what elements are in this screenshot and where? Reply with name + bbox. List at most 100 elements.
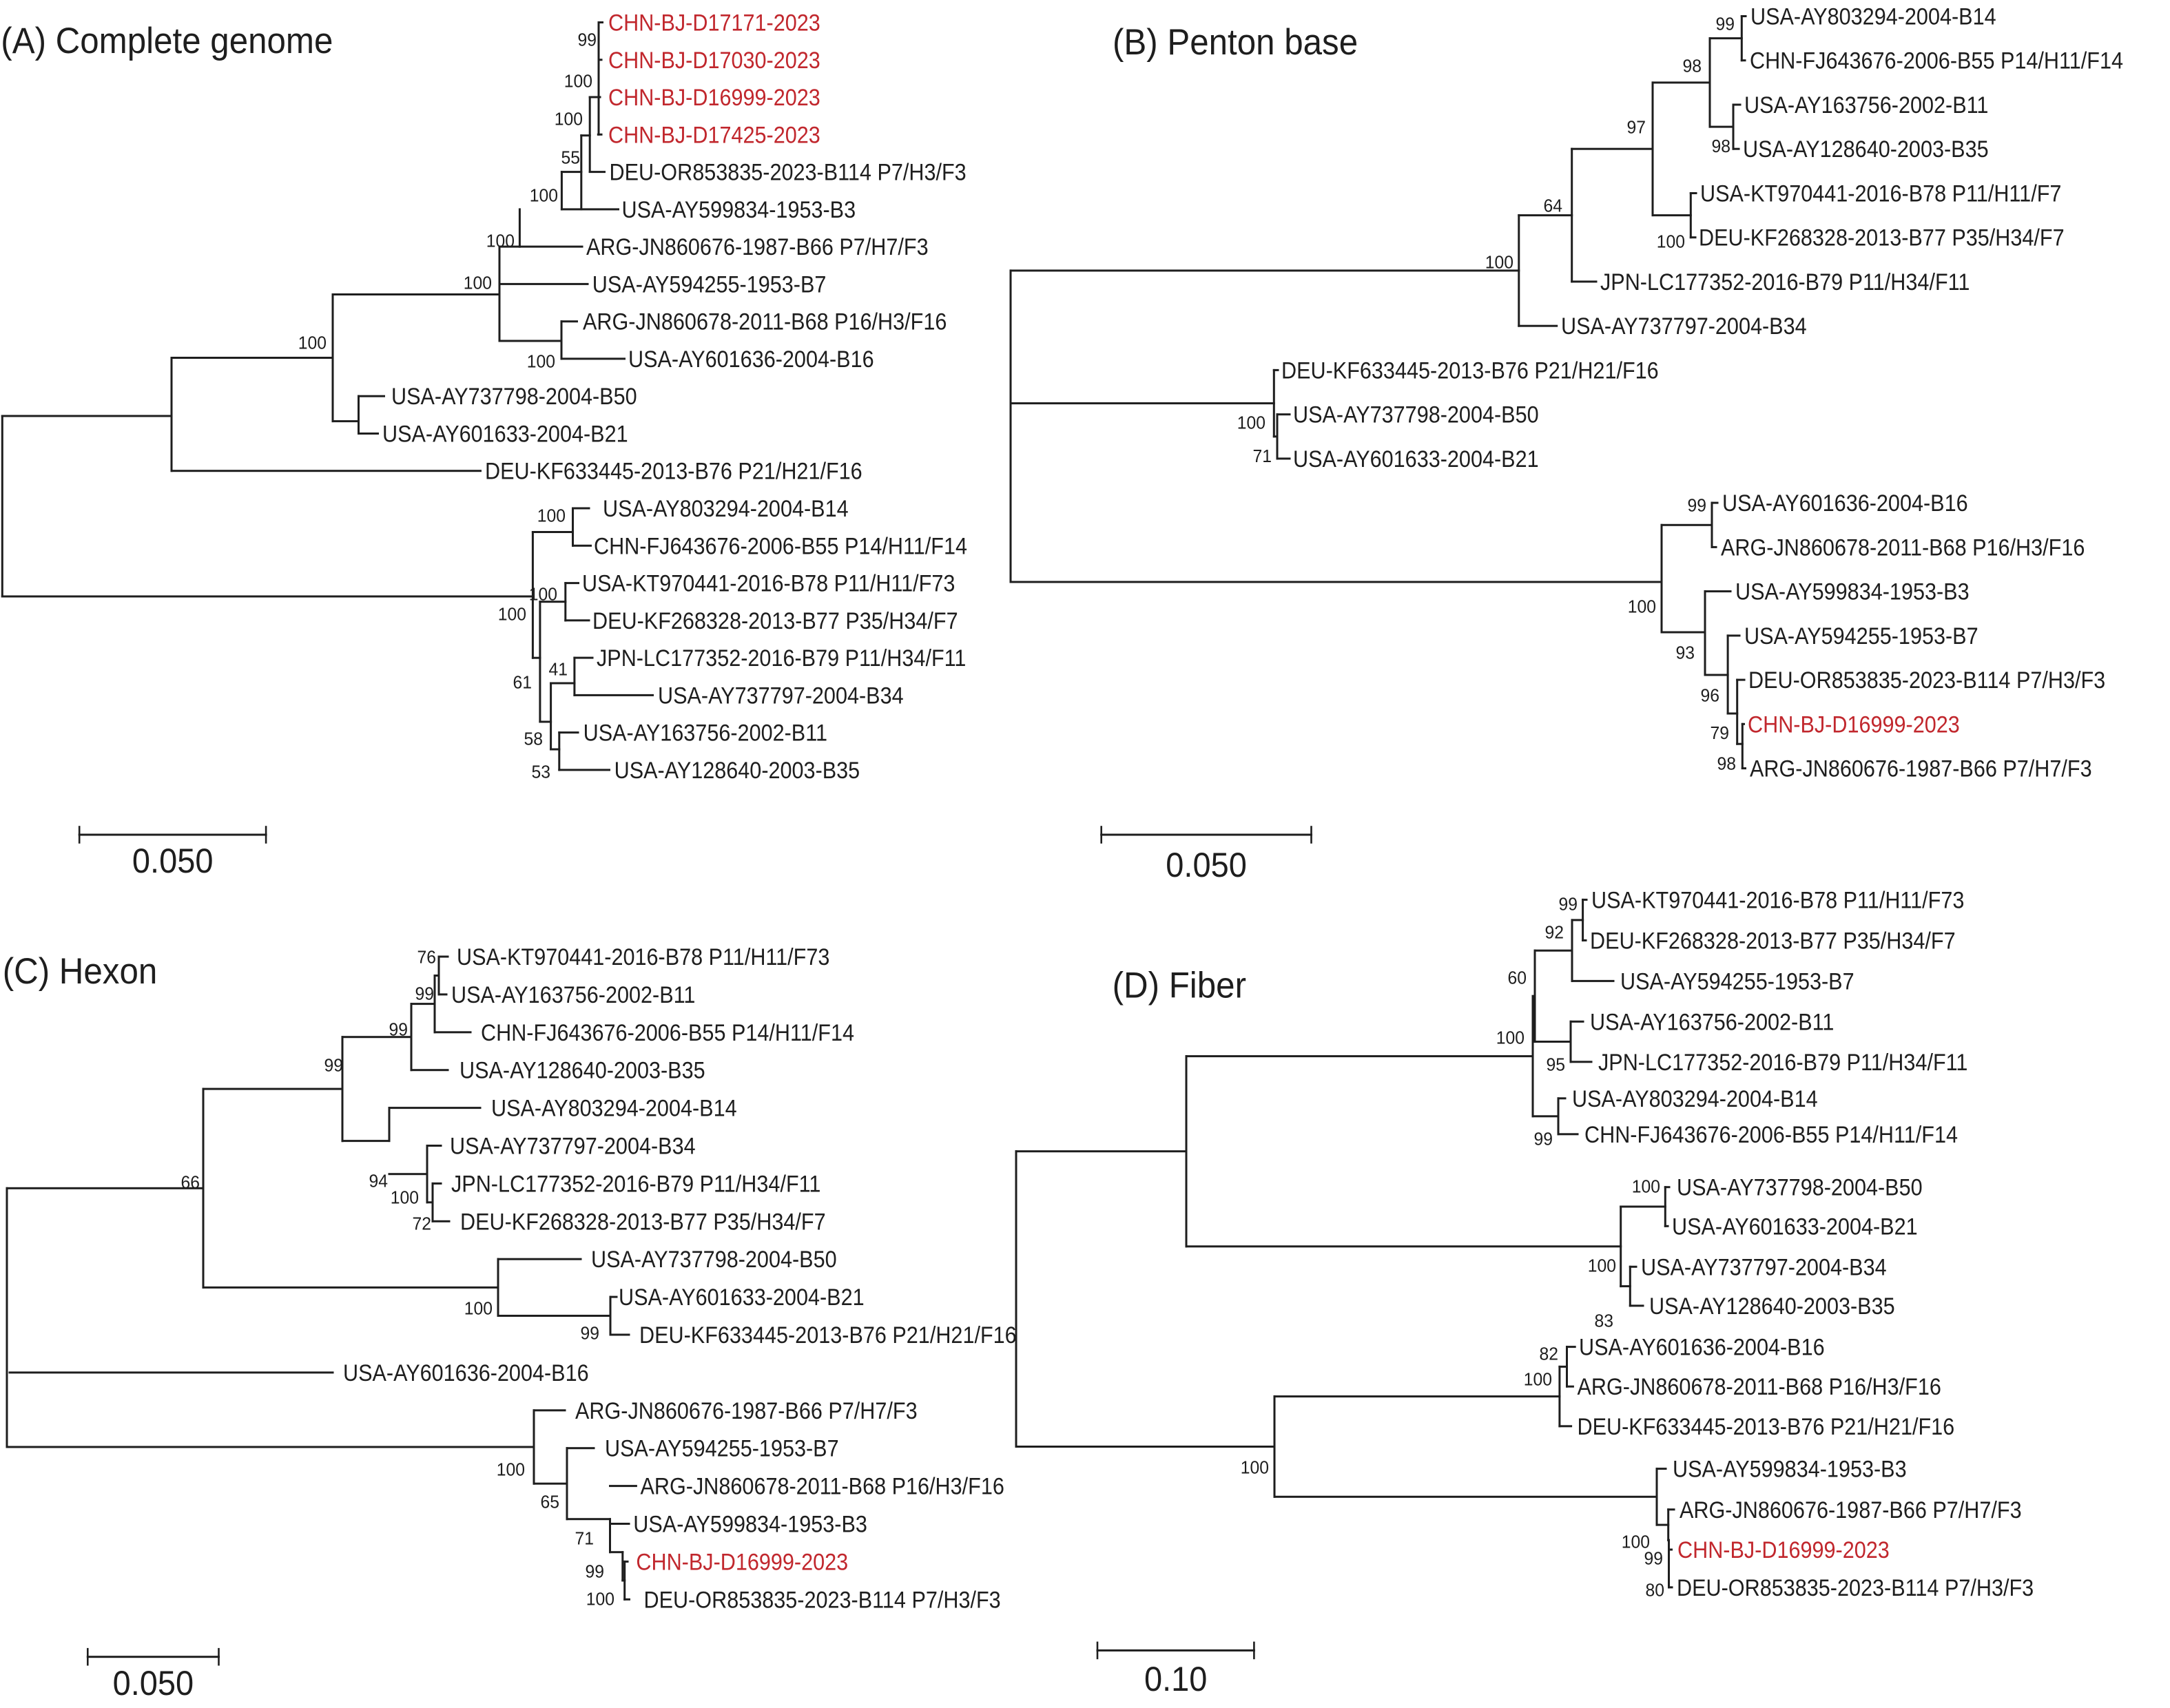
svg-text:USA-AY803294-2004-B14: USA-AY803294-2004-B14: [1572, 1086, 1818, 1112]
svg-text:ARG-JN860678-2011-B68 P16/H3/F: ARG-JN860678-2011-B68 P16/H3/F16: [1721, 534, 2085, 561]
svg-text:(A) Complete genome: (A) Complete genome: [1, 21, 333, 61]
svg-text:USA-AY737797-2004-B34: USA-AY737797-2004-B34: [1561, 313, 1807, 340]
svg-text:79: 79: [1711, 722, 1730, 743]
svg-text:DEU-OR853835-2023-B114 P7/H3/F: DEU-OR853835-2023-B114 P7/H3/F3: [610, 160, 967, 186]
svg-text:CHN-BJ-D17425-2023: CHN-BJ-D17425-2023: [608, 122, 820, 148]
svg-text:76: 76: [417, 946, 437, 967]
svg-text:USA-AY601633-2004-B21: USA-AY601633-2004-B21: [1672, 1214, 1918, 1240]
svg-text:DEU-OR853835-2023-B114 P7/H3/F: DEU-OR853835-2023-B114 P7/H3/F3: [1748, 667, 2105, 694]
svg-text:100: 100: [1632, 1176, 1660, 1196]
svg-text:100: 100: [1622, 1531, 1650, 1552]
svg-text:55: 55: [561, 147, 581, 167]
svg-text:USA-AY163756-2002-B11: USA-AY163756-2002-B11: [583, 720, 827, 747]
svg-text:71: 71: [575, 1528, 595, 1548]
svg-text:83: 83: [1595, 1310, 1614, 1331]
svg-text:CHN-FJ643676-2006-B55 P14/H11/: CHN-FJ643676-2006-B55 P14/H11/F14: [481, 1020, 854, 1046]
svg-text:65: 65: [541, 1491, 560, 1512]
svg-text:100: 100: [1588, 1255, 1616, 1275]
svg-text:93: 93: [1676, 642, 1695, 663]
svg-text:100: 100: [1657, 231, 1685, 251]
svg-text:JPN-LC177352-2016-B79 P11/H34/: JPN-LC177352-2016-B79 P11/H34/F11: [451, 1171, 820, 1197]
svg-text:ARG-JN860676-1987-B66 P7/H7/F3: ARG-JN860676-1987-B66 P7/H7/F3: [1680, 1497, 2022, 1523]
svg-text:USA-AY594255-1953-B7: USA-AY594255-1953-B7: [592, 271, 827, 298]
svg-text:98: 98: [1683, 55, 1702, 76]
svg-text:100: 100: [537, 505, 566, 525]
svg-text:61: 61: [513, 671, 533, 692]
svg-text:100: 100: [464, 272, 492, 293]
svg-text:(C) Hexon: (C) Hexon: [3, 951, 158, 992]
svg-text:100: 100: [564, 70, 592, 91]
svg-text:USA-AY803294-2004-B14: USA-AY803294-2004-B14: [491, 1096, 737, 1122]
svg-text:100: 100: [464, 1298, 493, 1318]
svg-text:ARG-JN860676-1987-B66 P7/H7/F3: ARG-JN860676-1987-B66 P7/H7/F3: [575, 1398, 918, 1424]
svg-text:DEU-KF633445-2013-B76 P21/H21/: DEU-KF633445-2013-B76 P21/H21/F16: [639, 1322, 1017, 1348]
svg-text:USA-KT970441-2016-B78 P11/H11/: USA-KT970441-2016-B78 P11/H11/F73: [457, 944, 829, 970]
svg-text:98: 98: [1717, 753, 1737, 773]
svg-text:CHN-BJ-D16999-2023: CHN-BJ-D16999-2023: [608, 85, 820, 111]
svg-text:USA-AY601636-2004-B16: USA-AY601636-2004-B16: [1579, 1335, 1825, 1361]
svg-text:100: 100: [1524, 1368, 1552, 1389]
svg-text:0.050: 0.050: [1166, 846, 1247, 884]
svg-text:99: 99: [1716, 13, 1735, 34]
svg-text:60: 60: [1508, 967, 1527, 988]
svg-text:USA-AY594255-1953-B7: USA-AY594255-1953-B7: [605, 1436, 839, 1462]
svg-text:USA-AY163756-2002-B11: USA-AY163756-2002-B11: [1590, 1009, 1834, 1035]
svg-text:USA-AY737797-2004-B34: USA-AY737797-2004-B34: [658, 683, 904, 709]
svg-text:USA-AY737798-2004-B50: USA-AY737798-2004-B50: [591, 1247, 837, 1273]
svg-text:DEU-KF633445-2013-B76 P21/H21/: DEU-KF633445-2013-B76 P21/H21/F16: [1281, 357, 1659, 384]
svg-text:CHN-BJ-D16999-2023: CHN-BJ-D16999-2023: [1677, 1537, 1890, 1563]
svg-text:100: 100: [486, 230, 515, 251]
svg-text:USA-AY737797-2004-B34: USA-AY737797-2004-B34: [1641, 1254, 1887, 1280]
svg-text:(D) Fiber: (D) Fiber: [1113, 966, 1246, 1006]
svg-text:USA-KT970441-2016-B78 P11/H11/: USA-KT970441-2016-B78 P11/H11/F73: [1591, 887, 1964, 913]
svg-text:USA-AY599834-1953-B3: USA-AY599834-1953-B3: [622, 197, 856, 223]
svg-text:USA-AY803294-2004-B14: USA-AY803294-2004-B14: [1750, 4, 1996, 30]
svg-text:99: 99: [578, 29, 597, 50]
svg-text:100: 100: [1237, 412, 1265, 433]
svg-text:92: 92: [1545, 921, 1564, 942]
svg-text:99: 99: [415, 983, 435, 1003]
svg-text:ARG-JN860676-1987-B66 P7/H7/F3: ARG-JN860676-1987-B66 P7/H7/F3: [586, 234, 929, 260]
svg-text:DEU-KF633445-2013-B76 P21/H21/: DEU-KF633445-2013-B76 P21/H21/F16: [1578, 1414, 1955, 1440]
svg-text:ARG-JN860678-2011-B68 P16/H3/F: ARG-JN860678-2011-B68 P16/H3/F16: [641, 1474, 1004, 1500]
svg-text:USA-AY737797-2004-B34: USA-AY737797-2004-B34: [450, 1134, 696, 1160]
svg-text:USA-AY128640-2003-B35: USA-AY128640-2003-B35: [1649, 1293, 1895, 1320]
svg-text:USA-AY601633-2004-B21: USA-AY601633-2004-B21: [619, 1284, 865, 1311]
svg-text:USA-AY594255-1953-B7: USA-AY594255-1953-B7: [1620, 968, 1854, 994]
svg-text:USA-AY737798-2004-B50: USA-AY737798-2004-B50: [1293, 402, 1539, 428]
svg-text:71: 71: [1253, 446, 1272, 466]
svg-text:USA-AY601633-2004-B21: USA-AY601633-2004-B21: [1293, 446, 1539, 472]
svg-text:USA-AY128640-2003-B35: USA-AY128640-2003-B35: [459, 1058, 705, 1084]
svg-text:100: 100: [586, 1588, 614, 1609]
svg-text:100: 100: [391, 1187, 419, 1207]
svg-text:CHN-FJ643676-2006-B55 P14/H11/: CHN-FJ643676-2006-B55 P14/H11/F14: [1584, 1122, 1958, 1148]
svg-text:0.050: 0.050: [113, 1664, 194, 1702]
svg-text:72: 72: [413, 1213, 432, 1233]
svg-text:DEU-KF268328-2013-B77 P35/H34/: DEU-KF268328-2013-B77 P35/H34/F7: [460, 1209, 826, 1235]
svg-text:100: 100: [1485, 251, 1513, 272]
svg-text:DEU-KF268328-2013-B77 P35/H34/: DEU-KF268328-2013-B77 P35/H34/F7: [1699, 225, 2065, 251]
svg-text:(B) Penton base: (B) Penton base: [1113, 22, 1358, 63]
svg-text:USA-AY601636-2004-B16: USA-AY601636-2004-B16: [628, 346, 874, 373]
svg-text:99: 99: [1534, 1128, 1553, 1149]
svg-text:58: 58: [524, 728, 544, 749]
svg-text:100: 100: [498, 603, 526, 624]
svg-text:CHN-FJ643676-2006-B55 P14/H11/: CHN-FJ643676-2006-B55 P14/H11/F14: [1750, 48, 2123, 74]
svg-text:USA-AY128640-2003-B35: USA-AY128640-2003-B35: [1743, 136, 1989, 163]
svg-text:JPN-LC177352-2016-B79 P11/H34/: JPN-LC177352-2016-B79 P11/H34/F11: [1598, 1050, 1967, 1076]
svg-text:USA-AY803294-2004-B14: USA-AY803294-2004-B14: [603, 496, 849, 522]
svg-text:100: 100: [530, 185, 558, 205]
svg-text:USA-AY163756-2002-B11: USA-AY163756-2002-B11: [451, 982, 695, 1008]
svg-text:USA-KT970441-2016-B78 P11/H11/: USA-KT970441-2016-B78 P11/H11/F7: [1700, 181, 2061, 207]
svg-text:41: 41: [549, 658, 568, 679]
svg-text:USA-KT970441-2016-B78 P11/H11/: USA-KT970441-2016-B78 P11/H11/F73: [582, 571, 955, 597]
svg-text:USA-AY594255-1953-B7: USA-AY594255-1953-B7: [1744, 623, 1978, 649]
svg-text:DEU-KF268328-2013-B77 P35/H34/: DEU-KF268328-2013-B77 P35/H34/F7: [592, 608, 958, 634]
svg-text:DEU-KF633445-2013-B76 P21/H21/: DEU-KF633445-2013-B76 P21/H21/F16: [485, 459, 862, 485]
svg-text:99: 99: [1644, 1548, 1664, 1568]
svg-text:USA-AY601636-2004-B16: USA-AY601636-2004-B16: [343, 1360, 589, 1386]
svg-text:JPN-LC177352-2016-B79 P11/H34/: JPN-LC177352-2016-B79 P11/H34/F11: [1600, 269, 1970, 295]
svg-text:64: 64: [1544, 195, 1563, 216]
svg-text:100: 100: [1496, 1027, 1525, 1048]
svg-text:53: 53: [532, 761, 551, 782]
